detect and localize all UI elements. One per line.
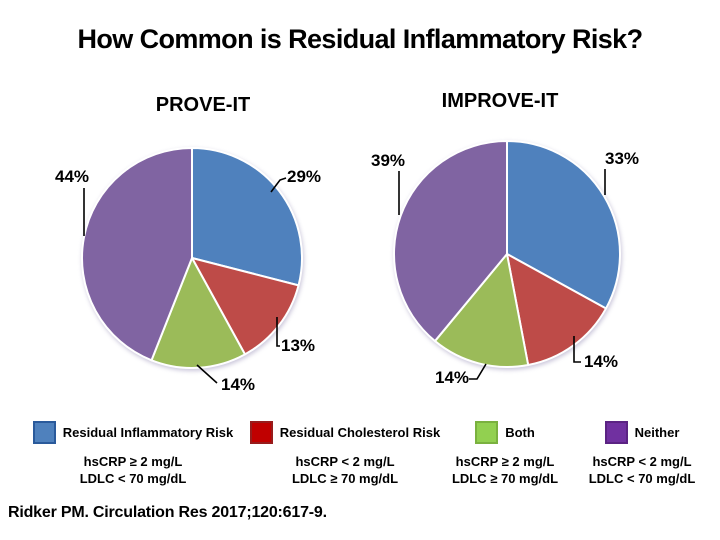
pie-data-label: 29% (287, 167, 321, 186)
legend-item-residual-cholesterol-risk: Residual Cholesterol Risk hsCRP < 2 mg/L… (238, 421, 452, 487)
pie-slice-neither (393, 140, 508, 343)
legend-label: Neither (634, 425, 680, 440)
leader-line (276, 317, 280, 347)
criteria-line1: hsCRP ≥ 2 mg/L (455, 454, 555, 469)
blue-swatch-icon (32, 421, 56, 444)
red-swatch-icon (249, 421, 273, 444)
legend-item-both: Both hsCRP ≥ 2 mg/L LDLC ≥ 70 mg/dL (445, 421, 565, 487)
legend-label: Both (505, 425, 535, 440)
pie-slice-residual-inflammatory-risk (506, 140, 621, 310)
criteria-line2: LDLC ≥ 70 mg/dL (451, 471, 559, 486)
pie-data-label: 33% (605, 149, 639, 168)
legend-row: Neither (572, 421, 712, 444)
purple-swatch-icon (604, 421, 628, 444)
legend-criteria: hsCRP < 2 mg/L LDLC ≥ 70 mg/dL (238, 453, 452, 487)
criteria-line2: LDLC < 70 mg/dL (588, 471, 696, 486)
criteria-line1: hsCRP ≥ 2 mg/L (83, 454, 183, 469)
chart-title-improve-it: IMPROVE-IT (441, 90, 559, 112)
leader-line (270, 177, 287, 193)
pie-data-label: 14% (435, 368, 469, 387)
slide-title: How Common is Residual Inflammatory Risk… (77, 24, 643, 54)
legend-criteria: hsCRP ≥ 2 mg/L LDLC ≥ 70 mg/dL (445, 453, 565, 487)
green-swatch-icon (475, 421, 499, 444)
pie-data-label: 14% (584, 352, 618, 371)
pie-prove-it (80, 147, 303, 369)
legend-criteria: hsCRP ≥ 2 mg/L LDLC < 70 mg/dL (23, 453, 243, 487)
pie-slice-residual-inflammatory-risk (191, 147, 303, 287)
pie-slice-both (433, 253, 530, 368)
pie-slice-residual-cholesterol-risk (191, 257, 300, 356)
criteria-line1: hsCRP < 2 mg/L (295, 454, 395, 469)
citation: Ridker PM. Circulation Res 2017;120:617-… (8, 504, 327, 521)
pie-data-label: 44% (55, 167, 89, 186)
legend-row: Both (445, 421, 565, 444)
legend-row: Residual Cholesterol Risk (238, 421, 452, 444)
pie-data-label: 13% (281, 336, 315, 355)
criteria-line1: hsCRP < 2 mg/L (592, 454, 692, 469)
leader-line (469, 363, 487, 380)
pie-improve-it (393, 140, 621, 368)
chart-title-prove-it: PROVE-IT (155, 94, 251, 116)
legend-label: Residual Cholesterol Risk (279, 425, 441, 440)
criteria-line2: LDLC ≥ 70 mg/dL (291, 471, 399, 486)
leader-line (196, 364, 218, 384)
leader-line (573, 336, 581, 363)
pie-data-label: 14% (221, 375, 255, 394)
criteria-line2: LDLC < 70 mg/dL (79, 471, 187, 486)
legend-item-residual-inflammatory-risk: Residual Inflammatory Risk hsCRP ≥ 2 mg/… (23, 421, 243, 487)
legend-row: Residual Inflammatory Risk (23, 421, 243, 444)
pie-slice-neither (80, 147, 193, 362)
legend-criteria: hsCRP < 2 mg/L LDLC < 70 mg/dL (572, 453, 712, 487)
pie-data-label: 39% (371, 151, 405, 170)
legend-label: Residual Inflammatory Risk (62, 425, 234, 440)
legend-item-neither: Neither hsCRP < 2 mg/L LDLC < 70 mg/dL (572, 421, 712, 487)
